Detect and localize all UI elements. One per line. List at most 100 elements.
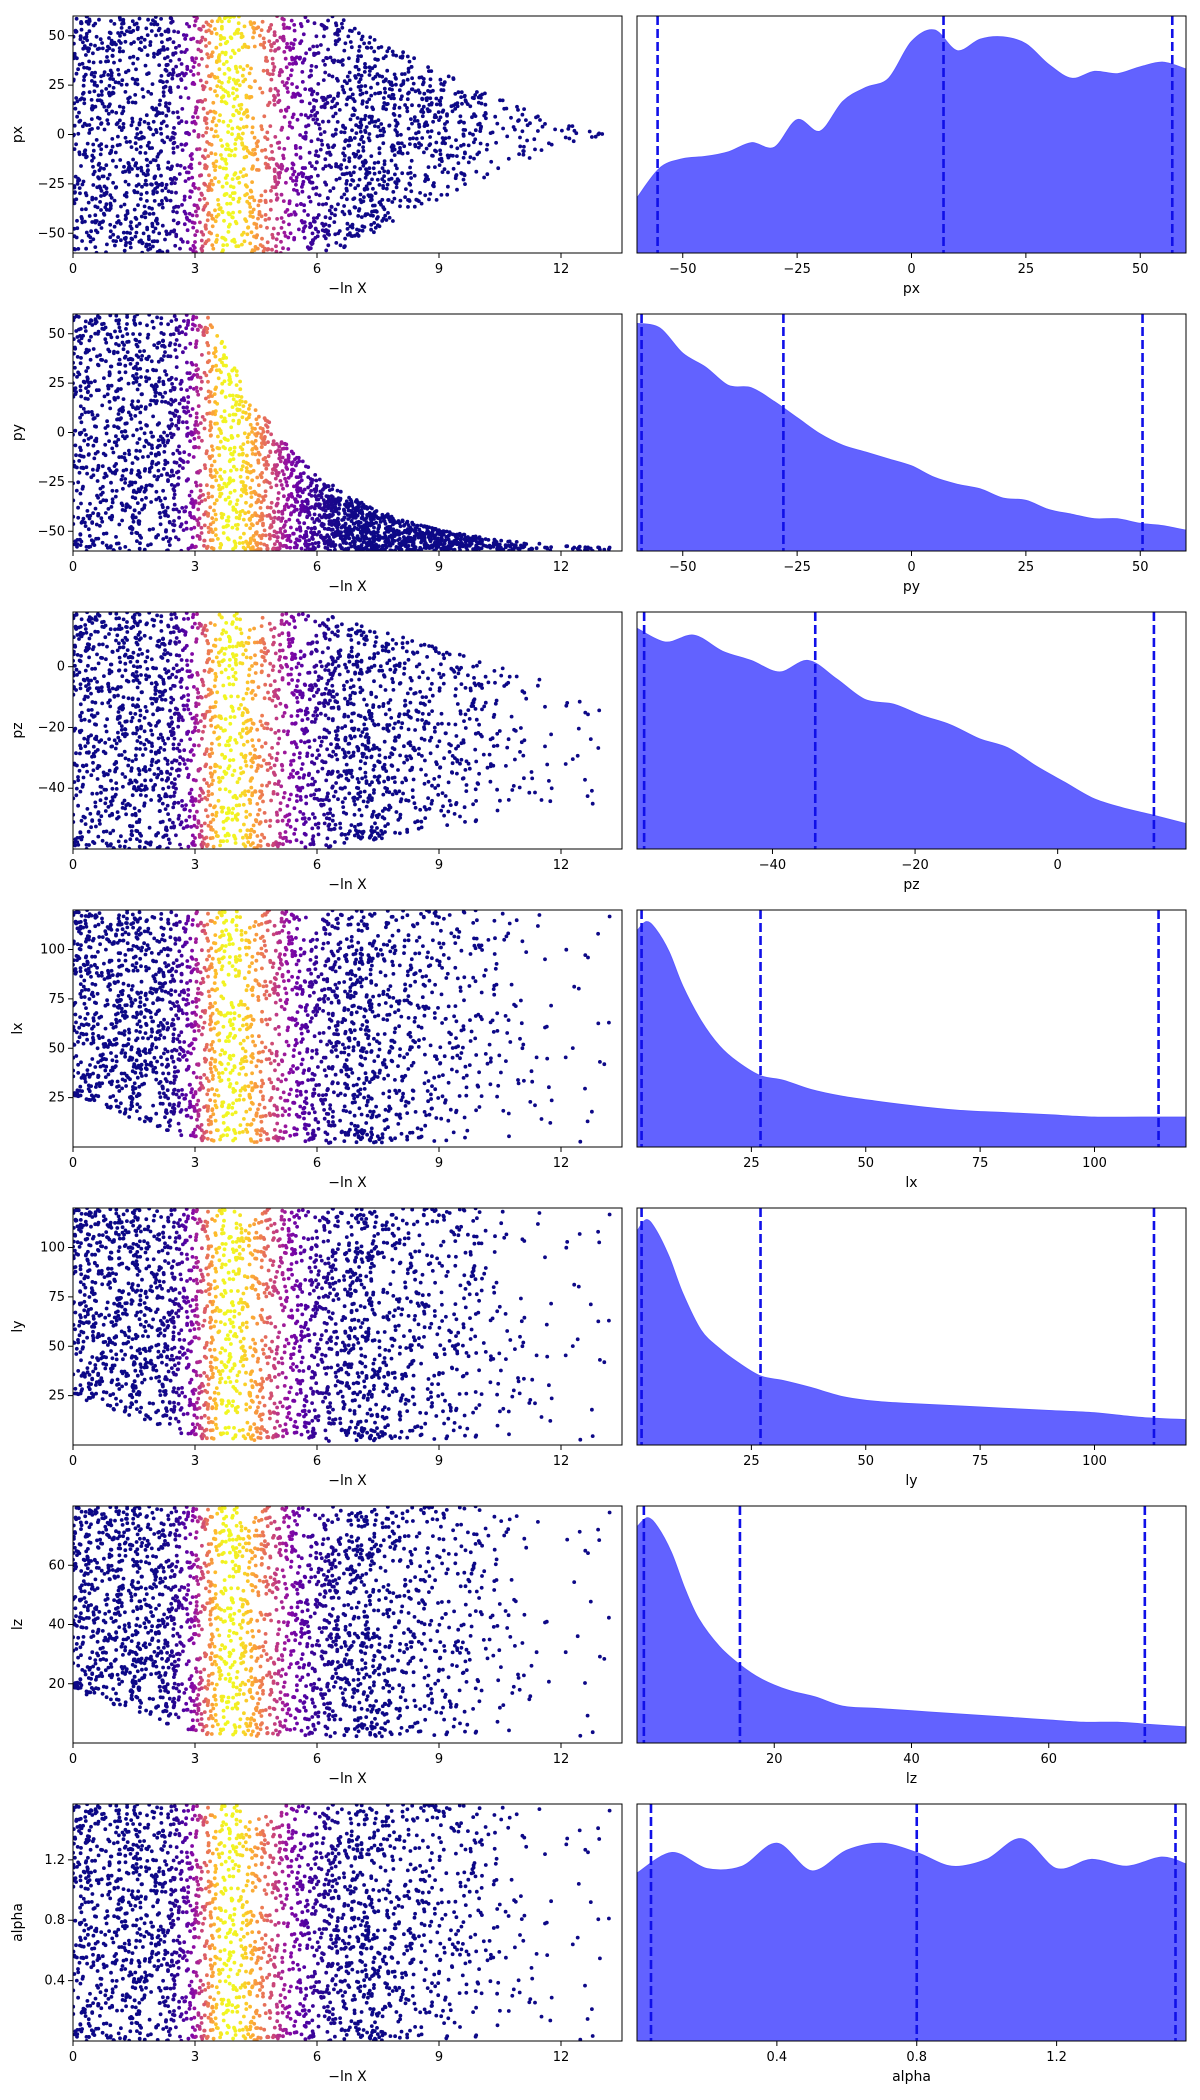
scatter-point — [278, 35, 283, 40]
scatter-point — [368, 181, 372, 186]
scatter-point — [282, 230, 287, 235]
scatter-point — [76, 370, 80, 375]
scatter-point — [81, 90, 86, 95]
scatter-point — [74, 71, 79, 76]
scatter-point — [394, 185, 399, 190]
scatter-point — [372, 530, 377, 535]
scatter-point — [151, 158, 156, 162]
marginal-axes-px: −50 −25 0 25 50 — [636, 15, 1187, 277]
scatter-point — [405, 77, 410, 82]
scatter-point — [354, 123, 358, 128]
scatter-point — [411, 136, 415, 141]
scatter-point — [437, 163, 442, 168]
scatter-point — [412, 56, 416, 61]
scatter-point — [165, 440, 170, 445]
scatter-point — [208, 423, 213, 428]
scatter-point — [243, 485, 247, 489]
scatter-point — [105, 419, 109, 424]
scatter-point — [79, 356, 83, 360]
x-tick-label: 6 — [313, 262, 321, 277]
scatter-point — [124, 505, 129, 510]
scatter-point — [369, 194, 374, 199]
scatter-point — [348, 231, 352, 236]
scatter-point — [115, 417, 119, 422]
scatter-point — [298, 93, 302, 98]
scatter-point — [428, 84, 432, 88]
scatter-point — [199, 238, 204, 243]
scatter-point — [364, 520, 369, 524]
scatter-point — [307, 538, 311, 543]
scatter-point — [321, 78, 326, 82]
scatter-point — [495, 121, 500, 126]
scatter-point — [171, 528, 176, 533]
scatter-point — [334, 127, 338, 132]
scatter-point — [373, 91, 377, 96]
scatter-point — [451, 532, 455, 537]
scatter-point — [159, 131, 164, 136]
scatter-point — [392, 196, 397, 201]
scatter-point — [285, 545, 289, 550]
scatter-point — [118, 221, 123, 226]
scatter-point — [333, 132, 338, 136]
scatter-point — [98, 152, 103, 157]
scatter-point — [213, 75, 218, 80]
scatter-point — [358, 192, 363, 197]
scatter-point — [314, 51, 318, 56]
scatter-point — [321, 166, 326, 171]
scatter-point — [265, 240, 270, 245]
scatter-point — [102, 191, 107, 196]
scatter-point — [281, 199, 286, 204]
scatter-point — [135, 56, 140, 61]
scatter-point — [257, 493, 262, 498]
scatter-point — [194, 105, 199, 110]
scatter-point — [94, 439, 99, 444]
scatter-point — [269, 485, 273, 490]
scatter-point — [189, 376, 194, 381]
scatter-point — [184, 505, 188, 509]
scatter-point — [312, 21, 317, 26]
scatter-point — [100, 46, 105, 51]
scatter-point — [272, 529, 277, 534]
scatter-point — [298, 472, 303, 476]
scatter-point — [427, 143, 432, 148]
scatter-point — [149, 430, 154, 435]
scatter-point — [310, 516, 315, 521]
scatter-point — [369, 198, 373, 203]
scatter-point — [89, 117, 94, 121]
scatter-point — [130, 399, 135, 404]
scatter-point — [376, 160, 381, 165]
scatter-point — [243, 400, 248, 404]
scatter-point — [458, 114, 463, 119]
scatter-point — [403, 103, 407, 107]
scatter-point — [213, 527, 218, 532]
scatter-point — [96, 115, 100, 120]
scatter-point — [219, 414, 224, 419]
scatter-point — [277, 516, 281, 520]
scatter-point — [239, 467, 244, 472]
scatter-point — [274, 237, 279, 242]
scatter-point — [105, 118, 110, 122]
scatter-point — [73, 428, 78, 433]
scatter-point — [182, 166, 187, 170]
scatter-point — [435, 528, 440, 533]
scatter-point — [391, 522, 395, 527]
scatter-point — [109, 203, 113, 208]
scatter-point — [161, 488, 166, 493]
scatter-point — [290, 462, 294, 467]
scatter-point — [239, 493, 244, 498]
scatter-point — [328, 94, 333, 99]
scatter-point — [281, 246, 285, 251]
scatter-point — [216, 376, 221, 381]
scatter-point — [282, 83, 287, 88]
scatter-point — [289, 41, 294, 46]
scatter-point — [391, 219, 395, 223]
scatter-point — [222, 409, 227, 413]
scatter-point — [218, 358, 222, 362]
scatter-point — [152, 474, 157, 478]
scatter-point — [279, 108, 283, 113]
scatter-point — [399, 141, 404, 146]
scatter-point — [149, 92, 154, 96]
scatter-point — [459, 90, 464, 95]
scatter-point — [164, 229, 169, 234]
scatter-point — [307, 101, 312, 106]
